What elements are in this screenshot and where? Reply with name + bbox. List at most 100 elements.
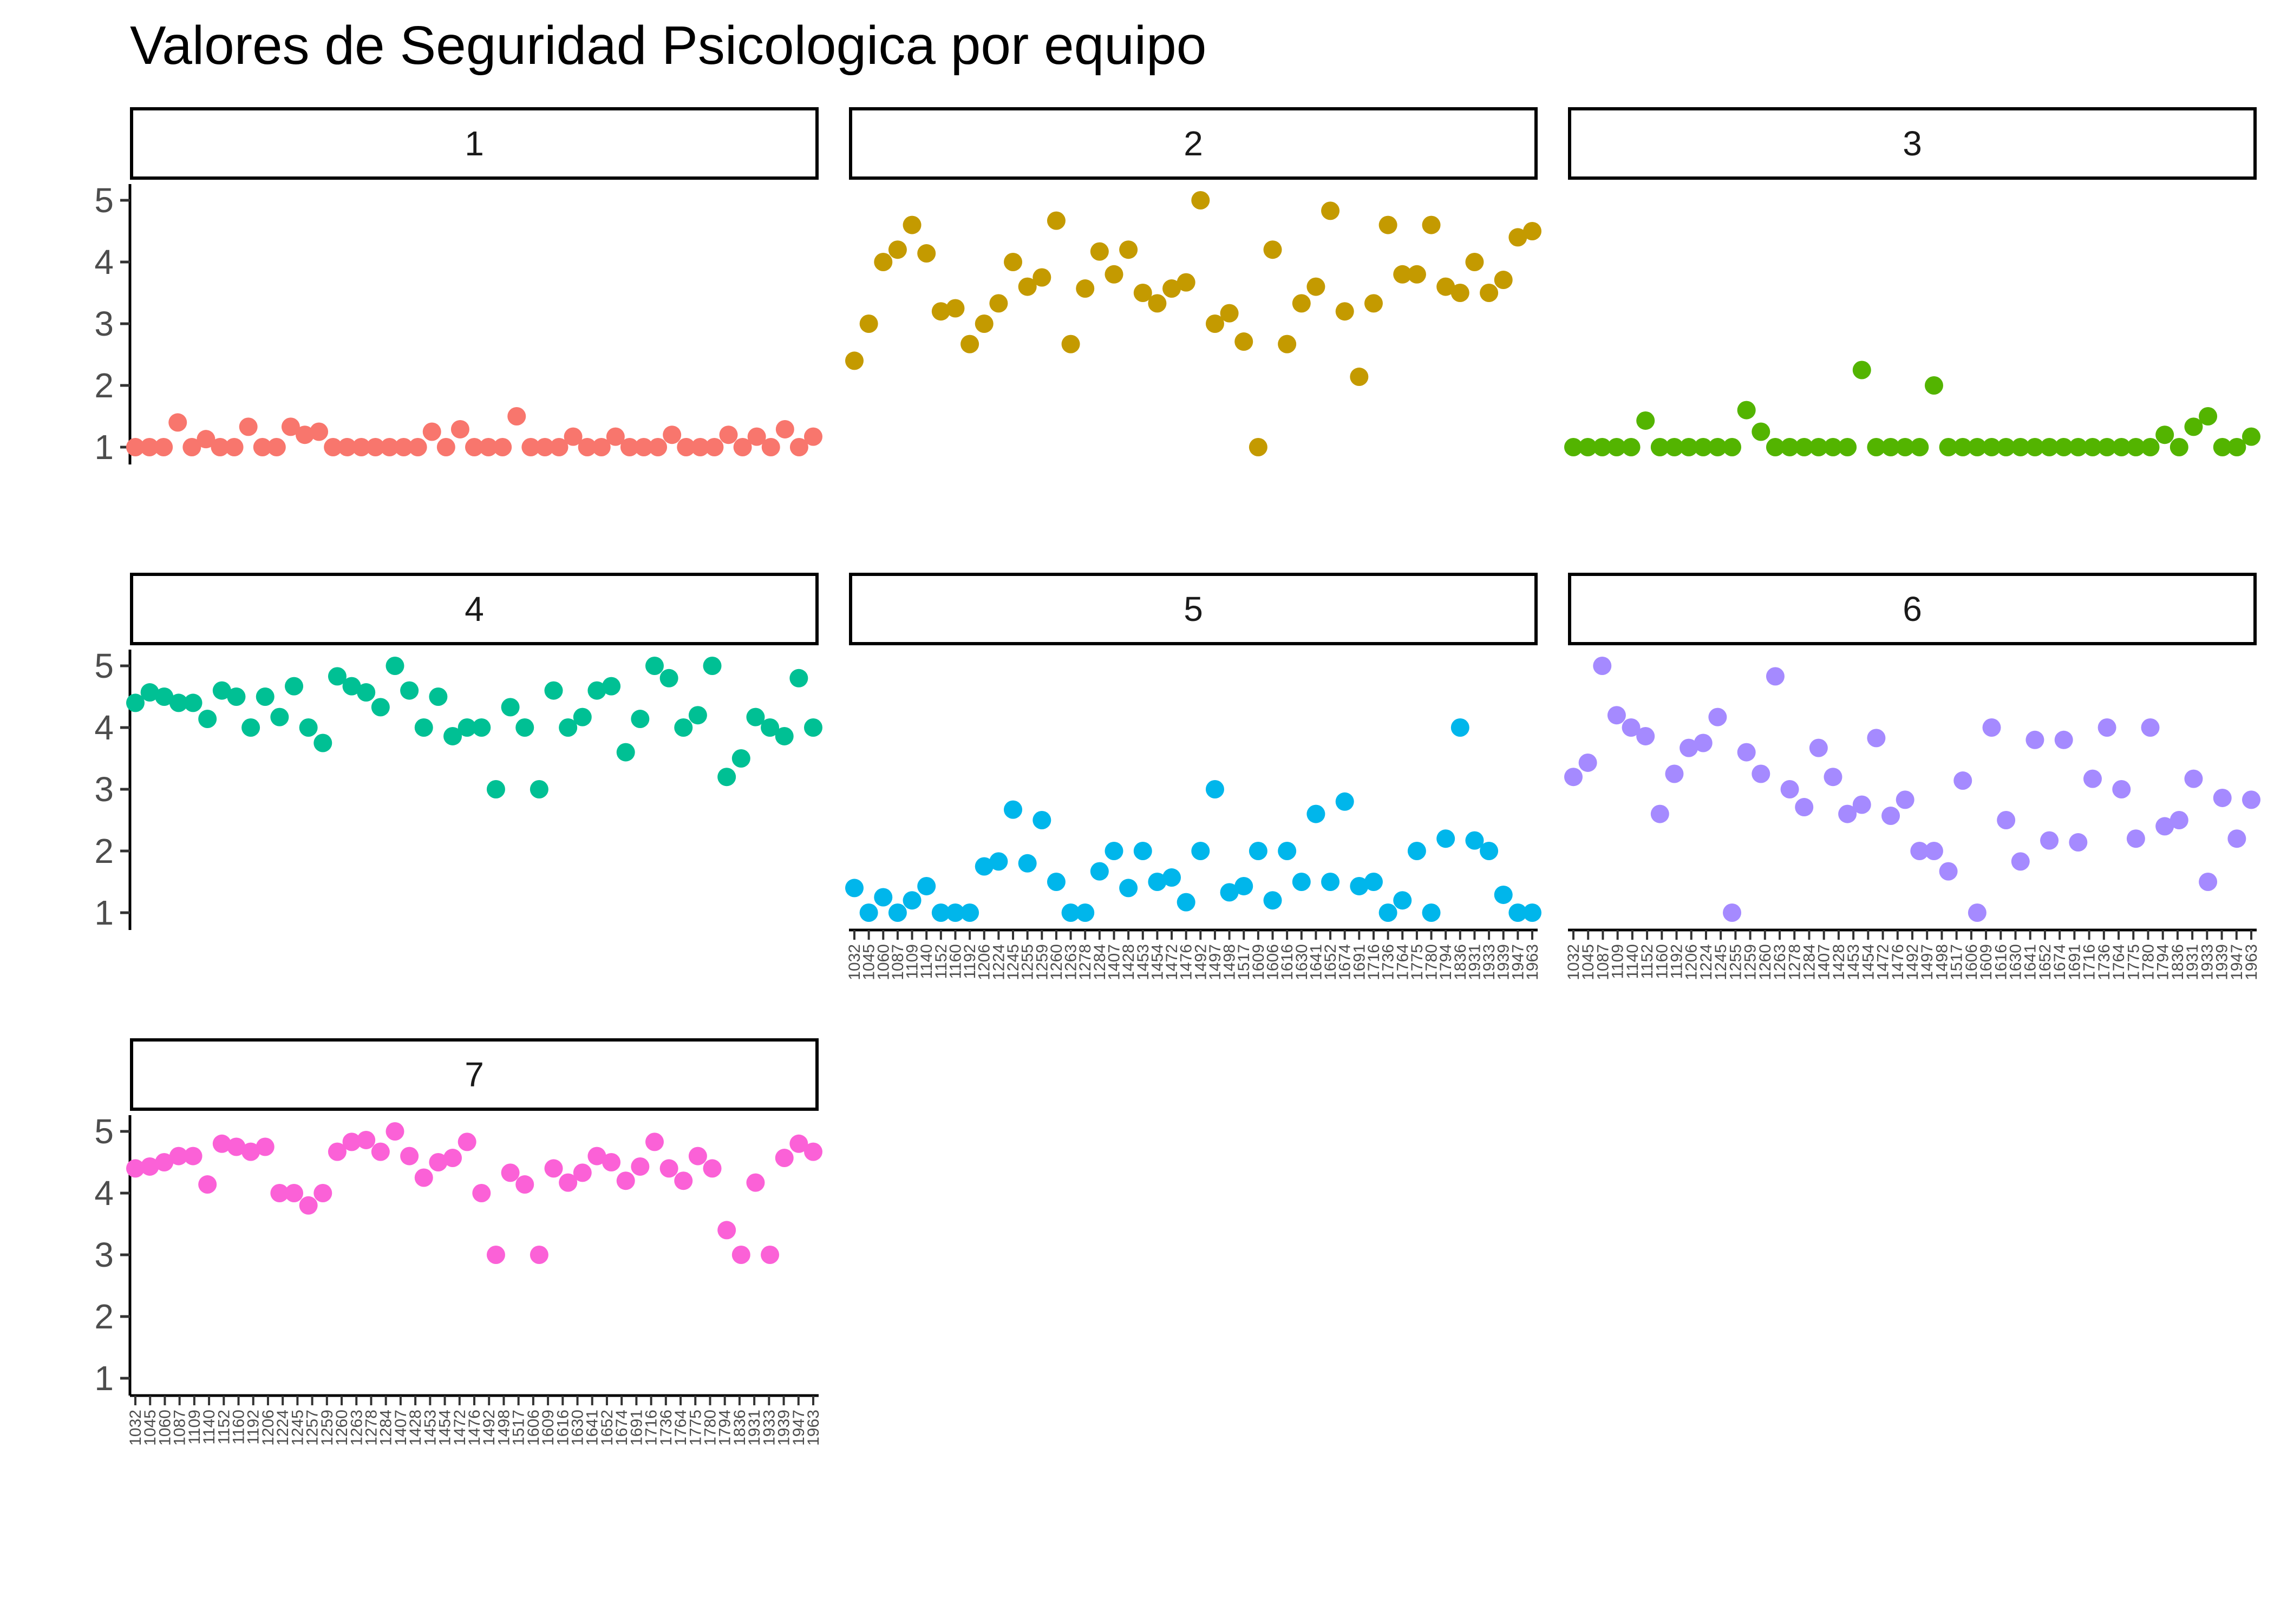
data-point — [960, 335, 979, 353]
data-point — [169, 693, 188, 712]
x-tick-label: 1736 — [657, 1410, 675, 1446]
data-point — [544, 681, 563, 700]
data-point — [472, 718, 491, 737]
data-point — [592, 438, 611, 456]
data-point — [253, 438, 272, 456]
data-point — [357, 1130, 376, 1149]
data-point — [1867, 438, 1886, 456]
data-point — [731, 1246, 750, 1264]
data-point — [472, 1184, 491, 1202]
data-point — [184, 1147, 202, 1165]
data-point — [573, 1163, 592, 1182]
data-point — [1465, 831, 1484, 850]
x-tick-label: 1259 — [1742, 944, 1760, 980]
data-point — [458, 718, 476, 737]
data-point — [211, 438, 230, 456]
data-point — [429, 687, 448, 706]
x-tick-label: 1224 — [990, 944, 1008, 980]
data-point — [267, 438, 286, 456]
y-tick-label: 5 — [94, 1112, 114, 1151]
y-tick-label: 3 — [94, 770, 114, 809]
x-tick-label: 1836 — [731, 1410, 749, 1446]
x-tick-label: 1716 — [2081, 944, 2099, 980]
x-tick-label: 1931 — [746, 1410, 763, 1446]
data-point — [620, 438, 639, 456]
x-tick-label: 1963 — [805, 1410, 822, 1446]
data-point — [2054, 730, 2073, 749]
data-point — [1508, 228, 1527, 247]
data-point — [1191, 191, 1210, 209]
data-point — [380, 438, 399, 456]
x-tick-label: 1476 — [1889, 944, 1907, 980]
x-tick-label: 1652 — [2036, 944, 2054, 980]
data-point — [1407, 265, 1426, 284]
x-tick-label: 1160 — [1653, 944, 1671, 979]
data-point — [310, 422, 329, 441]
data-point — [659, 1159, 678, 1178]
x-tick-label: 1109 — [904, 944, 922, 979]
data-point — [931, 903, 950, 922]
x-tick-label: 1609 — [539, 1410, 557, 1446]
data-point — [1997, 811, 2016, 829]
data-point — [400, 1147, 419, 1165]
data-point — [1737, 401, 1756, 420]
data-point — [1350, 876, 1369, 895]
data-point — [530, 780, 548, 798]
data-point — [1737, 743, 1756, 762]
data-point — [385, 1122, 404, 1141]
x-tick-label: 1255 — [1727, 944, 1744, 980]
x-tick-label: 1192 — [961, 944, 979, 979]
data-point — [1335, 302, 1354, 321]
data-point — [1824, 438, 1842, 456]
data-point — [888, 903, 907, 922]
data-point — [281, 417, 300, 436]
x-tick-label: 1206 — [976, 944, 994, 980]
data-point — [1263, 240, 1282, 259]
data-point — [1607, 706, 1626, 725]
data-point — [1436, 277, 1455, 296]
data-point — [789, 1134, 808, 1153]
x-tick-label: 1947 — [2228, 944, 2246, 980]
x-tick-label: 1152 — [932, 944, 950, 979]
data-point — [789, 438, 808, 456]
x-tick-label: 1836 — [2169, 944, 2187, 980]
x-tick-label: 1794 — [716, 1410, 734, 1446]
data-point — [1896, 790, 1914, 809]
x-tick-label: 1780 — [701, 1410, 719, 1446]
data-point — [1018, 277, 1037, 296]
data-point — [703, 657, 722, 675]
data-point — [1004, 253, 1023, 271]
data-point — [212, 1134, 231, 1153]
x-tick-label: 1263 — [1771, 944, 1789, 980]
data-point — [1162, 279, 1181, 298]
data-point — [241, 1142, 260, 1161]
data-point — [493, 438, 512, 456]
data-point — [2199, 873, 2218, 891]
data-point — [1650, 438, 1669, 456]
x-tick-label: 1087 — [889, 944, 907, 980]
x-tick-label: 1454 — [436, 1410, 454, 1446]
data-point — [1220, 883, 1239, 902]
data-point — [1508, 903, 1527, 922]
data-point — [635, 438, 653, 456]
x-tick-label: 1630 — [1293, 944, 1311, 980]
data-point — [645, 1132, 664, 1151]
x-tick-label: 1641 — [584, 1410, 602, 1446]
data-point — [1450, 718, 1469, 737]
x-tick-label: 1517 — [510, 1410, 528, 1446]
data-point — [677, 438, 696, 456]
x-tick-label: 1407 — [392, 1410, 410, 1446]
data-point — [126, 438, 145, 456]
x-tick-label: 1109 — [1609, 944, 1627, 979]
data-point — [2097, 438, 2116, 456]
facet-panel-5: 5 103210451060108711091140115211601192120… — [845, 573, 1541, 980]
data-point — [674, 1171, 693, 1190]
data-point — [168, 413, 187, 432]
data-point — [1795, 438, 1814, 456]
data-point — [719, 425, 738, 444]
data-point — [285, 1184, 304, 1202]
x-tick-label: 1836 — [1452, 944, 1469, 980]
x-tick-label: 1497 — [1206, 944, 1224, 980]
x-tick-label: 1606 — [525, 1410, 543, 1446]
data-point — [1881, 807, 1900, 826]
